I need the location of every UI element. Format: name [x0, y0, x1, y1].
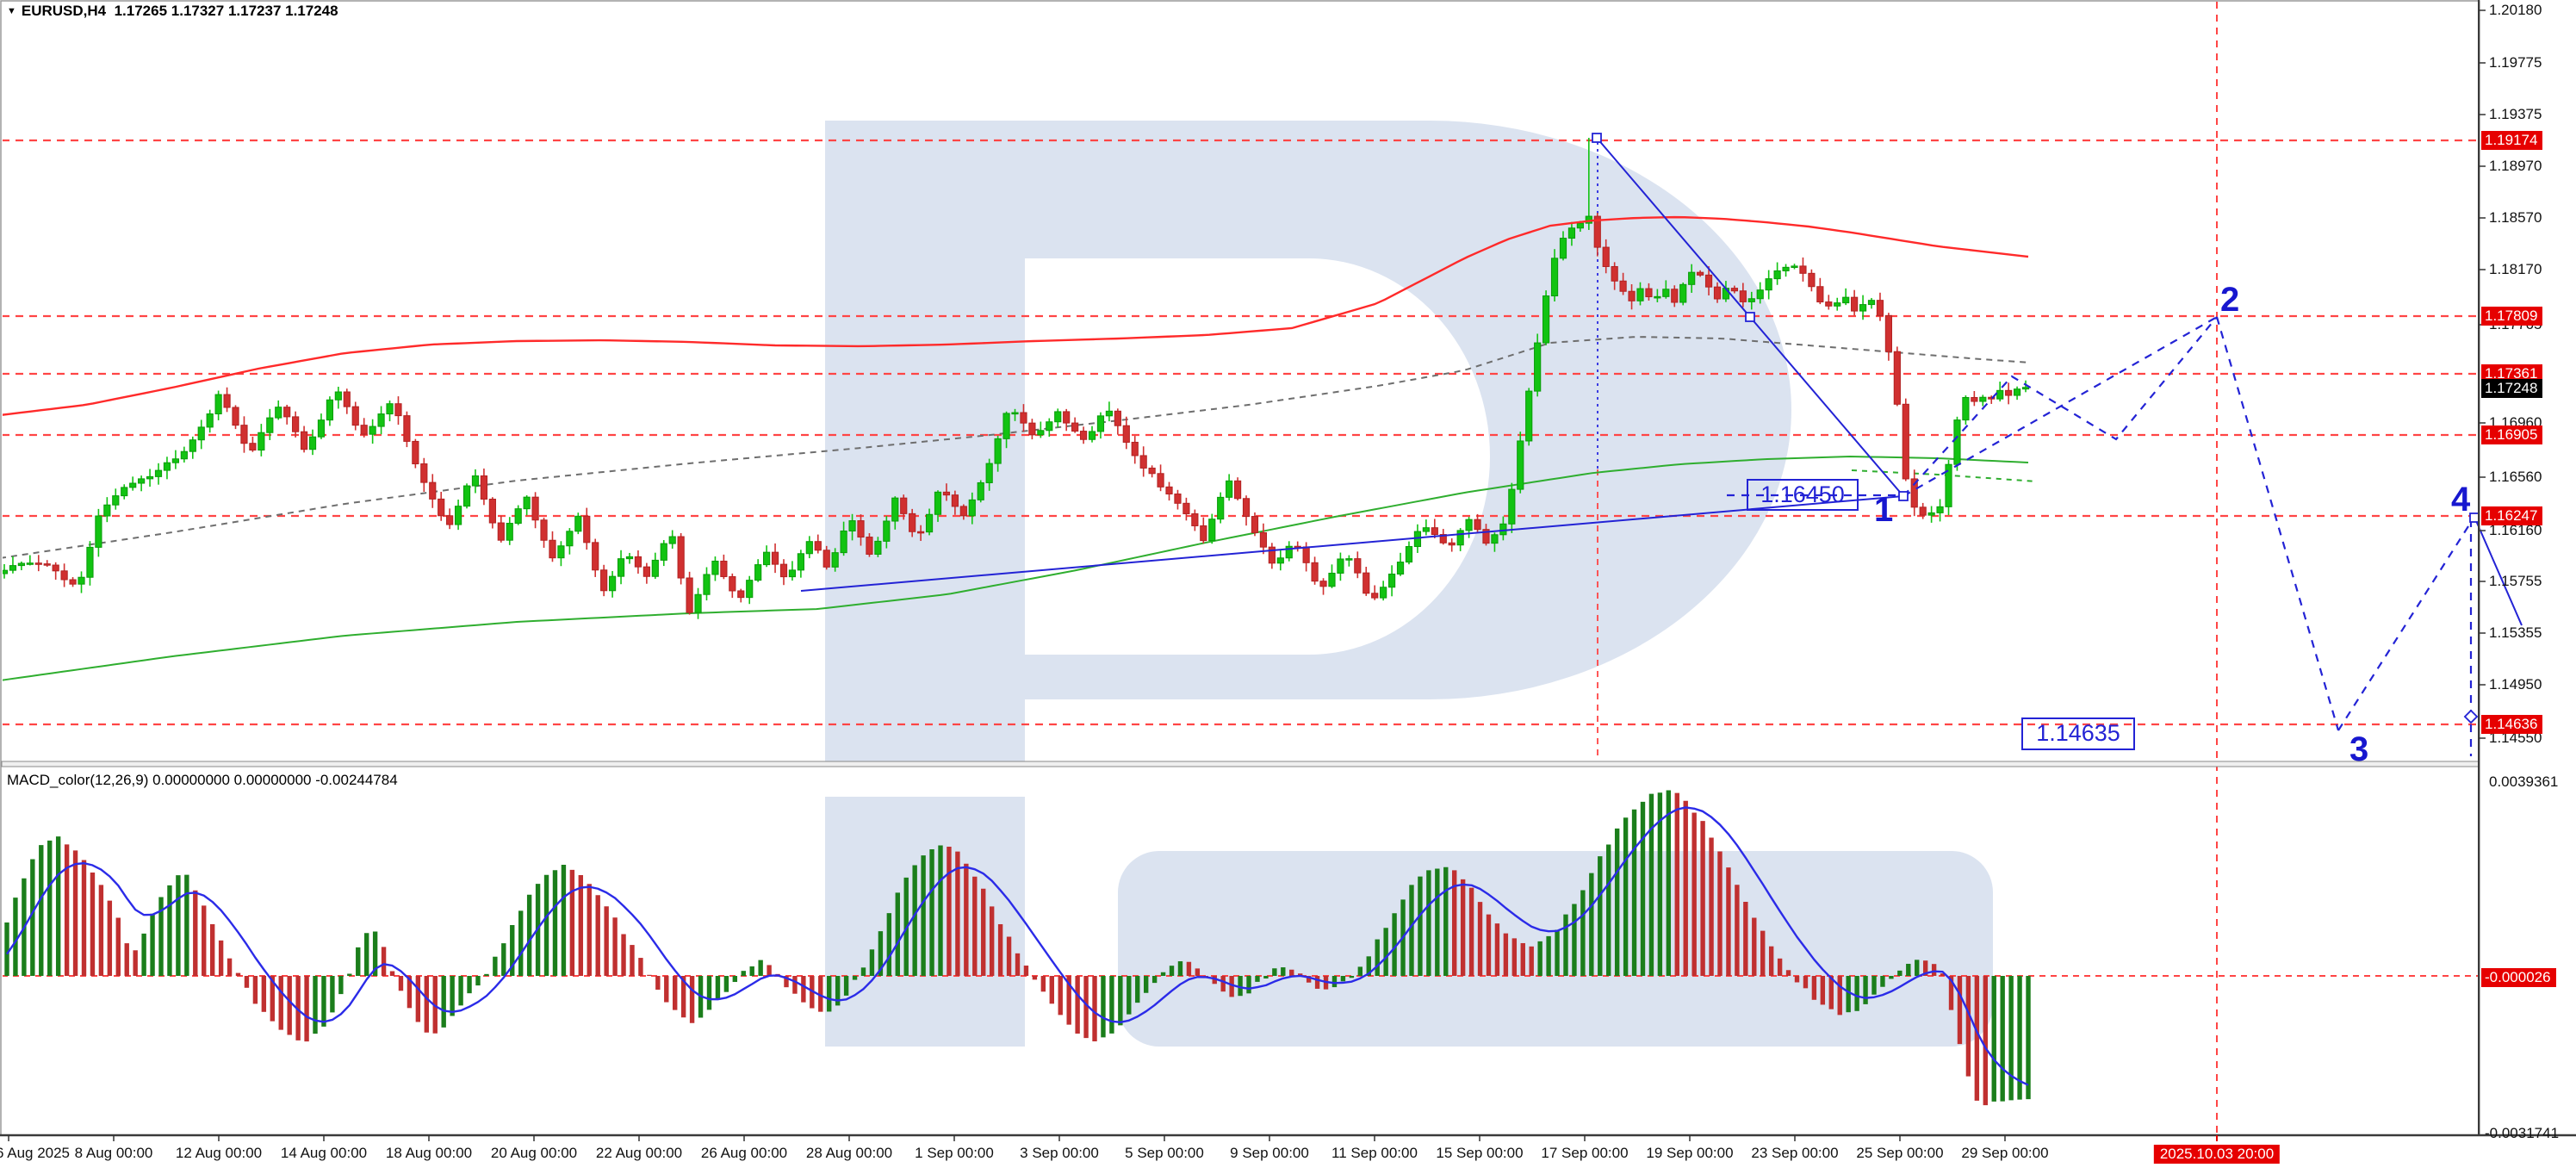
projection-solid-tail[interactable] — [2474, 516, 2523, 626]
symbol-dropdown-icon[interactable]: ▼ — [7, 6, 16, 16]
price-tick-1.15755: 1.15755 — [2489, 573, 2542, 589]
price-target-box-116450[interactable]: 1.16450 — [1747, 479, 1859, 511]
object-anchor-marker-3[interactable] — [2469, 512, 2480, 523]
time-tick-19: 29 Sep 00:00 — [1961, 1145, 2049, 1161]
price-tick-1.19775: 1.19775 — [2489, 54, 2542, 71]
time-tick-17: 23 Sep 00:00 — [1751, 1145, 1839, 1161]
time-tick-15: 17 Sep 00:00 — [1541, 1145, 1629, 1161]
time-tick-14: 15 Sep 00:00 — [1436, 1145, 1524, 1161]
price-tick-1.19375: 1.19375 — [2489, 106, 2542, 122]
wave-label-2[interactable]: 2 — [2220, 281, 2240, 319]
time-tick-4: 18 Aug 00:00 — [385, 1145, 473, 1161]
projection-dashed-path-1[interactable] — [1903, 316, 2218, 497]
wave-label-3[interactable]: 3 — [2349, 730, 2369, 768]
time-tick-16: 19 Sep 00:00 — [1646, 1145, 1734, 1161]
broker-watermark — [947, 121, 1791, 699]
ma-dashed-gray — [3, 336, 2032, 559]
time-tick-11: 5 Sep 00:00 — [1125, 1145, 1204, 1161]
projection-dashed-path-2[interactable] — [2215, 316, 2340, 731]
price-tick-1.14950: 1.14950 — [2489, 676, 2542, 693]
object-diamond-marker[interactable] — [2463, 709, 2479, 724]
time-tick-9: 1 Sep 00:00 — [915, 1145, 994, 1161]
macd-axis-top: 0.0039361 — [2489, 773, 2559, 790]
time-tick-7: 26 Aug 00:00 — [700, 1145, 788, 1161]
time-tick-6: 22 Aug 00:00 — [595, 1145, 683, 1161]
price-tick-1.18570: 1.18570 — [2489, 209, 2542, 226]
price-level-label-1.16247: 1.16247 — [2481, 506, 2543, 525]
ma-green-slow — [3, 456, 2029, 681]
panel-separator[interactable] — [1, 761, 2480, 767]
macd-signal-line — [6, 806, 2029, 1086]
time-tick-3: 14 Aug 00:00 — [280, 1145, 368, 1161]
time-tick-12: 9 Sep 00:00 — [1230, 1145, 1309, 1161]
object-anchor-marker-0[interactable] — [1592, 133, 1602, 143]
wave-label-1[interactable]: 1 — [1874, 491, 1894, 529]
time-tick-18: 25 Sep 00:00 — [1856, 1145, 1944, 1161]
price-level-label-1.17361: 1.17361 — [2481, 364, 2543, 383]
symbol-timeframe: EURUSD,H4 — [21, 3, 107, 19]
price-level-label-1.17809: 1.17809 — [2481, 307, 2543, 326]
time-tick-13: 11 Sep 00:00 — [1331, 1145, 1418, 1161]
object-anchor-marker-1[interactable] — [1745, 312, 1755, 322]
time-tick-8: 28 Aug 00:00 — [805, 1145, 893, 1161]
ma-red-fast — [3, 215, 2029, 416]
main-plot[interactable] — [0, 121, 2479, 761]
macd-plot[interactable] — [2, 790, 2479, 1106]
object-anchor-marker-2[interactable] — [1898, 491, 1909, 501]
chart-title: ▼ EURUSD,H4 1.17265 1.17327 1.17237 1.172… — [7, 3, 338, 20]
time-tick-0: 6 Aug 2025 — [0, 1145, 71, 1161]
price-level-label-1.14636: 1.14636 — [2481, 715, 2543, 734]
support-trendline[interactable] — [800, 495, 1904, 592]
macd-level-label: -0.000026 — [2481, 968, 2556, 987]
time-tick-2: 12 Aug 00:00 — [175, 1145, 263, 1161]
price-tick-1.20180: 1.20180 — [2489, 2, 2542, 18]
time-tick-5: 20 Aug 00:00 — [490, 1145, 578, 1161]
price-tick-1.18170: 1.18170 — [2489, 261, 2542, 277]
wave-label-4[interactable]: 4 — [2451, 481, 2471, 519]
current-price-label: 1.17248 — [2481, 379, 2543, 398]
candles — [3, 138, 2030, 619]
projection-dashed-path-3[interactable] — [2337, 516, 2475, 731]
price-tick-1.18970: 1.18970 — [2489, 158, 2542, 174]
price-tick-1.15355: 1.15355 — [2489, 624, 2542, 641]
macd-indicator-label: MACD_color(12,26,9) 0.00000000 0.0000000… — [7, 772, 398, 788]
time-tick-10: 3 Sep 00:00 — [1020, 1145, 1099, 1161]
forecast-date-label: 2025.10.03 20:00 — [2153, 1145, 2281, 1164]
ohlc-values: 1.17265 1.17327 1.17237 1.17248 — [114, 3, 338, 19]
price-level-label-1.19174: 1.19174 — [2481, 131, 2543, 150]
projection-dashed-path-0[interactable] — [1903, 316, 2218, 497]
price-tick-1.16160: 1.16160 — [2489, 522, 2542, 538]
macd-axis-bottom: -0.0031741 — [2485, 1125, 2560, 1141]
price-level-label-1.16905: 1.16905 — [2481, 425, 2543, 444]
price-target-box-114635[interactable]: 1.14635 — [2021, 717, 2135, 750]
price-tick-1.16560: 1.16560 — [2489, 469, 2542, 485]
time-tick-1: 8 Aug 00:00 — [74, 1145, 153, 1161]
